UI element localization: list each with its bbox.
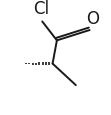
Text: O: O xyxy=(86,10,100,27)
Text: Cl: Cl xyxy=(33,0,50,18)
